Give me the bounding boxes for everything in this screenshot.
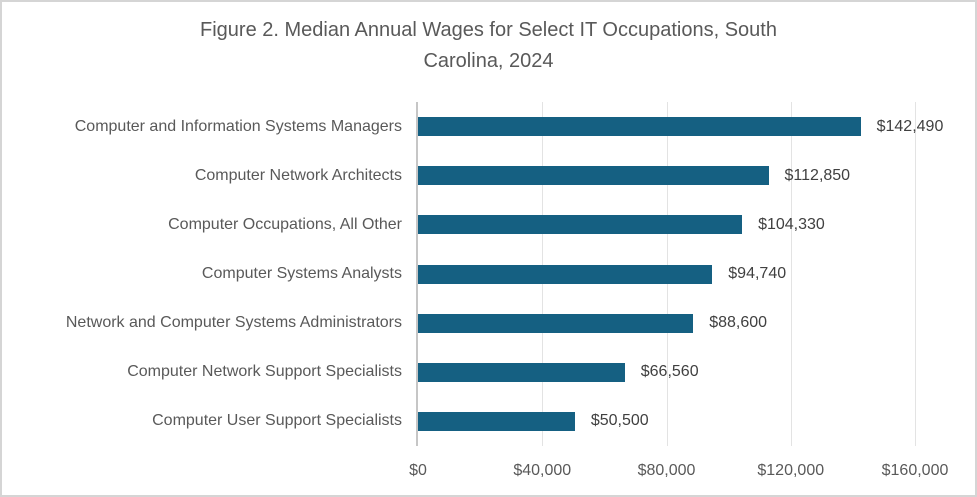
bar-value-label: $112,850: [784, 166, 851, 184]
category-label: Computer Network Architects: [194, 166, 402, 184]
x-axis-tick-label: $80,000: [637, 462, 696, 479]
category-label: Computer Systems Analysts: [201, 265, 402, 282]
x-axis-tick-label: $160,000: [881, 462, 949, 479]
bar-2: [418, 166, 769, 186]
bar-value-label: $50,500: [590, 412, 649, 430]
bar-value-label: $142,490: [876, 117, 944, 135]
bar-1: [418, 117, 861, 137]
category-label: Computer User Support Specialists: [152, 412, 402, 430]
gridline-$160,000: [915, 102, 916, 446]
x-axis-tick-label: $120,000: [757, 462, 825, 479]
chart-title-line-1: Figure 2. Median Annual Wages for Select…: [200, 19, 777, 41]
chart-title: Figure 2. Median Annual Wages for Select…: [109, 15, 869, 77]
category-label: Network and Computer Systems Administrat…: [65, 314, 402, 332]
bar-value-label: $66,560: [640, 363, 699, 381]
bar-value-label: $104,330: [758, 215, 825, 233]
bar-value-label: $94,740: [728, 265, 787, 282]
bar-5: [418, 313, 694, 333]
gridline-$120,000: [790, 102, 792, 446]
bar-7: [418, 411, 575, 431]
bar-4: [418, 264, 713, 284]
bar-value-label: $88,600: [709, 314, 768, 332]
bar-3: [418, 215, 743, 235]
category-label: Computer Occupations, All Other: [168, 215, 402, 233]
x-axis-tick-label: $40,000: [513, 462, 572, 479]
x-axis-tick-label: $0: [409, 462, 427, 479]
category-label: Computer Network Support Specialists: [127, 363, 402, 381]
category-label: Computer and Information Systems Manager…: [74, 117, 402, 135]
bar-6: [418, 362, 625, 382]
value-axis-line: [416, 102, 418, 446]
chart-title-line-2: Carolina, 2024: [423, 50, 554, 72]
